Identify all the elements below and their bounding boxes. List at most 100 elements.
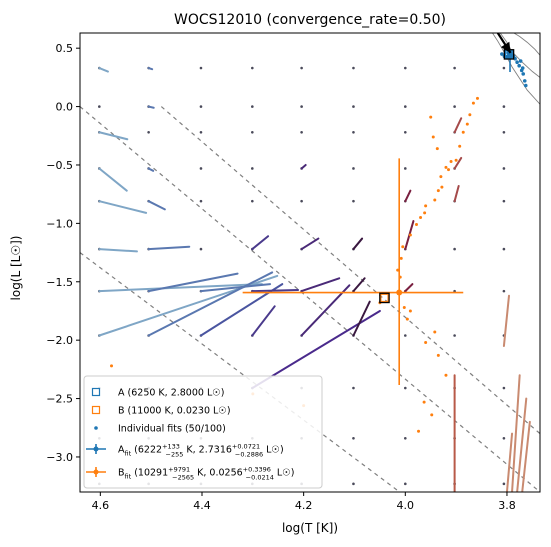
grid-point	[404, 105, 407, 108]
track-segment	[352, 237, 364, 251]
grid-point	[453, 247, 456, 251]
grid-point	[352, 167, 355, 170]
individual-fit-a	[518, 59, 523, 63]
isochrone-curve	[499, 33, 540, 78]
legend-marker-errorbar-dot	[93, 469, 99, 475]
track-segment	[300, 277, 341, 293]
legend-label-part: +133	[162, 443, 180, 451]
individual-fit-a	[515, 60, 519, 64]
individual-fit-b	[465, 122, 469, 126]
y-axis-label: log(L [L☉])	[9, 236, 23, 301]
individual-fit-b	[440, 185, 444, 189]
grid-point	[453, 334, 456, 337]
track-segment	[453, 185, 460, 203]
track-segment	[98, 248, 138, 253]
legend-label-part: L☉)	[274, 468, 295, 479]
grid-point	[251, 66, 254, 70]
track-segment	[147, 200, 166, 211]
legend-label-part: −0.0214	[246, 474, 274, 482]
track-segment	[300, 237, 320, 251]
grid-point	[404, 386, 407, 390]
individual-fit-a	[523, 83, 528, 88]
track-segment	[147, 105, 155, 109]
legend-label-part: −0.2886	[235, 451, 263, 459]
individual-fit-a	[517, 63, 521, 68]
individual-fit-b	[401, 245, 405, 249]
chart-title: WOCS12010 (convergence_rate=0.50)	[174, 12, 446, 28]
track-segment	[352, 300, 371, 337]
legend-marker-dot	[94, 426, 98, 430]
individual-fit-b	[399, 256, 403, 260]
y-tick-label: −2.5	[46, 393, 73, 406]
legend-label: B (11000 K, 0.0230 L☉)	[118, 406, 231, 417]
grid-point	[147, 130, 150, 134]
arrow-head	[500, 41, 511, 53]
track-segment	[199, 283, 272, 293]
grid-point	[199, 199, 203, 203]
individual-fit-b	[468, 113, 472, 117]
grid-point	[352, 436, 355, 440]
grid-point	[502, 247, 506, 251]
individual-fit-b	[424, 341, 428, 345]
individual-fit-b	[110, 364, 114, 368]
grid-point	[352, 130, 355, 134]
track-segment	[147, 272, 239, 293]
track-segment	[147, 67, 154, 71]
legend-label-part: fit	[125, 473, 132, 481]
legend-label-part: −2565	[172, 474, 194, 482]
individual-fit-b	[444, 165, 448, 169]
grid-point	[502, 105, 506, 108]
grid-point	[199, 167, 203, 170]
individual-fit-b	[429, 115, 433, 119]
track-segment	[453, 156, 463, 170]
grid-point	[300, 199, 303, 203]
legend-marker-errorbar-dot	[93, 446, 99, 452]
legend-label-part: (10291	[131, 468, 168, 479]
individual-fit-b	[433, 198, 437, 202]
individual-fit-b	[454, 158, 458, 162]
individual-fit-a	[521, 72, 526, 76]
individual-fit-b	[405, 317, 409, 321]
track-segment	[300, 284, 351, 337]
individual-fit-b	[471, 101, 475, 105]
grid-point	[199, 66, 203, 70]
grid-point	[502, 199, 506, 203]
legend-label-part: +9791	[168, 466, 190, 474]
legend-label: Bfit (10291+9791 −2565 K, 0.0256+0.3396 −0…	[118, 466, 294, 482]
individual-fit-b	[439, 175, 443, 179]
isochrone-curve	[491, 33, 540, 105]
grid-point	[502, 130, 506, 134]
grid-point	[352, 482, 355, 486]
individual-fit-b	[436, 353, 440, 357]
individual-fit-b	[461, 130, 465, 134]
grid-point	[352, 199, 355, 203]
y-tick-label: −0.5	[46, 159, 73, 172]
grid-point	[502, 386, 506, 390]
grid-point	[300, 66, 303, 70]
track-segment	[505, 432, 514, 492]
individual-fit-b	[424, 204, 428, 208]
axes-frame	[79, 32, 541, 493]
x-axis-label: log(T [K])	[282, 521, 338, 535]
grid-point	[502, 436, 506, 440]
x-tick-label: 4.6	[92, 499, 110, 512]
grid-point	[199, 105, 203, 108]
grid-point	[404, 436, 407, 440]
isochrone-curve	[513, 33, 540, 56]
grid-point	[300, 105, 303, 108]
track-segment	[98, 131, 129, 141]
legend-label: Individual fits (50/100)	[118, 424, 226, 435]
track-segment	[251, 235, 270, 251]
track-segment	[98, 67, 109, 73]
individual-fit-b	[435, 147, 439, 151]
x-tick-label: 4.4	[193, 499, 211, 512]
grid-point	[404, 66, 407, 70]
individual-fit-b	[475, 96, 479, 100]
individual-fit-b	[422, 400, 426, 404]
individual-fit-b	[444, 373, 448, 377]
legend: A (6250 K, 2.8000 L☉) B (11000 K, 0.0230 …	[83, 375, 323, 489]
grid-point	[502, 482, 506, 486]
plot-area	[80, 33, 540, 492]
legend-label-part: (6222	[131, 445, 162, 456]
grid-point	[502, 66, 506, 70]
